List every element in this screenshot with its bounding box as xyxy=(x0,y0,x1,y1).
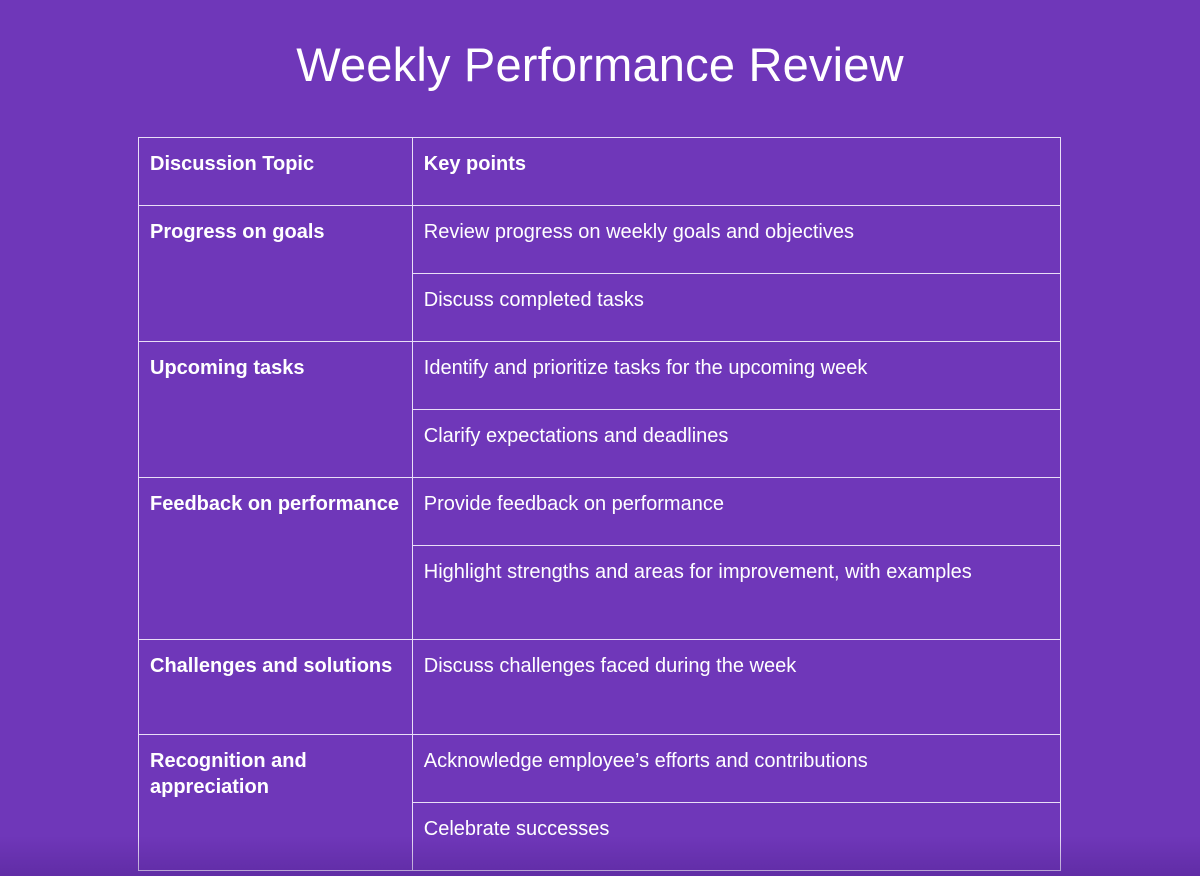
key-point-cell: Discuss challenges faced during the week xyxy=(411,639,1062,735)
table-row: Clarify expectations and deadlines xyxy=(139,409,1062,478)
key-point-cell: Clarify expectations and deadlines xyxy=(411,409,1062,478)
table-row: Celebrate successes xyxy=(139,802,1062,871)
header-key-points: Key points xyxy=(411,137,1062,206)
topic-cell: Feedback on performance xyxy=(138,477,413,640)
topic-cell: Upcoming tasks xyxy=(138,341,413,478)
table-row: Feedback on performance Provide feedback… xyxy=(138,477,1062,640)
key-point-cell: Review progress on weekly goals and obje… xyxy=(411,205,1062,274)
topic-cell: Recognition and appreciation xyxy=(138,734,413,871)
table-row: Progress on goals Review progress on wee… xyxy=(138,205,1062,342)
table-header-row: Discussion Topic Key points xyxy=(138,137,1062,206)
key-point-cell: Provide feedback on performance xyxy=(411,477,1062,546)
topic-cell: Challenges and solutions xyxy=(138,639,413,735)
table-row: Upcoming tasks Identify and prioritize t… xyxy=(138,341,1062,478)
page-title: Weekly Performance Review xyxy=(296,38,904,91)
key-point-cell: Highlight strengths and areas for improv… xyxy=(411,545,1062,640)
table-row: Challenges and solutions Discuss challen… xyxy=(138,639,1062,735)
topic-cell: Progress on goals xyxy=(138,205,413,342)
performance-review-table: Discussion Topic Key points Progress on … xyxy=(138,137,1062,871)
table-row: Discuss completed tasks xyxy=(139,273,1062,342)
key-point-cell: Discuss completed tasks xyxy=(411,273,1062,342)
key-point-cell: Celebrate successes xyxy=(411,802,1062,871)
table-row: Highlight strengths and areas for improv… xyxy=(139,545,1062,640)
table-row: Recognition and appreciation Acknowledge… xyxy=(138,734,1062,871)
key-point-cell: Identify and prioritize tasks for the up… xyxy=(411,341,1062,410)
header-discussion-topic: Discussion Topic xyxy=(138,137,413,206)
key-point-cell: Acknowledge employee’s efforts and contr… xyxy=(411,734,1062,803)
